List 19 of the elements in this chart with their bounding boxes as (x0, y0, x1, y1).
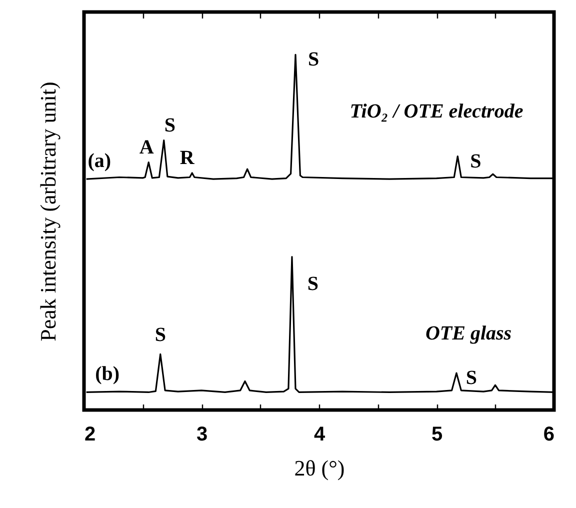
annotation: A (139, 136, 154, 158)
x-tick-label: 5 (431, 424, 443, 446)
annotation: S (308, 48, 320, 71)
annotation: S (466, 367, 478, 390)
annotation: OTE glass (425, 322, 512, 345)
y-axis-title: Peak intensity (arbitrary unit) (36, 82, 60, 342)
annotation: S (154, 324, 166, 346)
x-tick-label: 6 (543, 424, 554, 446)
annotation: S (470, 150, 482, 172)
x-tick-label: 4 (314, 424, 326, 446)
x-axis-title: 2θ (°) (294, 456, 345, 480)
annotation: (b) (95, 363, 120, 386)
annotation: S (307, 272, 319, 295)
annotation: S (164, 114, 176, 136)
annotation: (a) (88, 150, 112, 172)
annotation: TiO₂ / OTE electrode (350, 100, 524, 122)
x-tick-label: 2 (84, 424, 96, 446)
x-tick-label: 3 (196, 424, 208, 446)
annotation: R (180, 146, 195, 169)
